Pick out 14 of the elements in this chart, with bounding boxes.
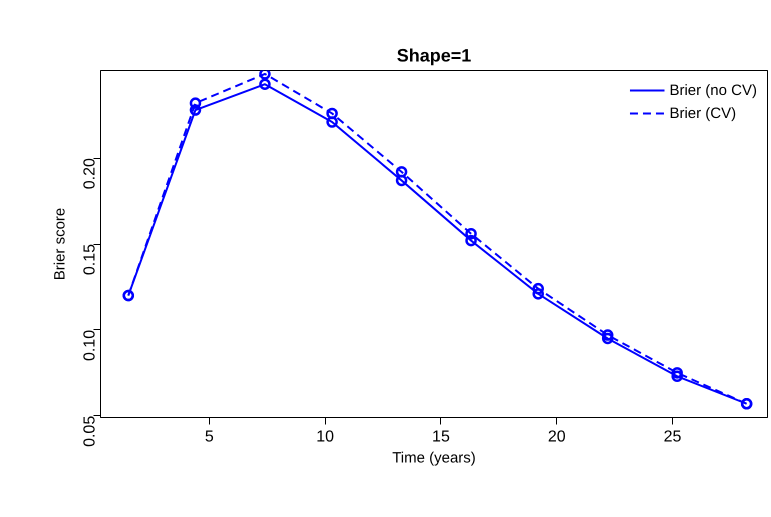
y-tick-label: 0.15 — [82, 244, 98, 276]
x-tick-label: 10 — [316, 428, 334, 446]
y-tick-label: 0.10 — [82, 330, 98, 362]
x-tick-label: 20 — [548, 428, 566, 446]
legend-label: Brier (CV) — [669, 104, 736, 122]
y-tick-label: 0.05 — [82, 416, 98, 447]
y-tick-label: 0.20 — [82, 158, 98, 190]
x-axis-title: Time (years) — [392, 450, 476, 466]
y-axis-title: Brier score — [52, 208, 68, 280]
x-tick-label: 15 — [432, 428, 450, 446]
chart-title: Shape=1 — [396, 46, 472, 66]
x-tick-label: 25 — [664, 428, 682, 446]
x-tick-label: 5 — [204, 428, 214, 446]
legend-label: Brier (no CV) — [669, 82, 757, 98]
